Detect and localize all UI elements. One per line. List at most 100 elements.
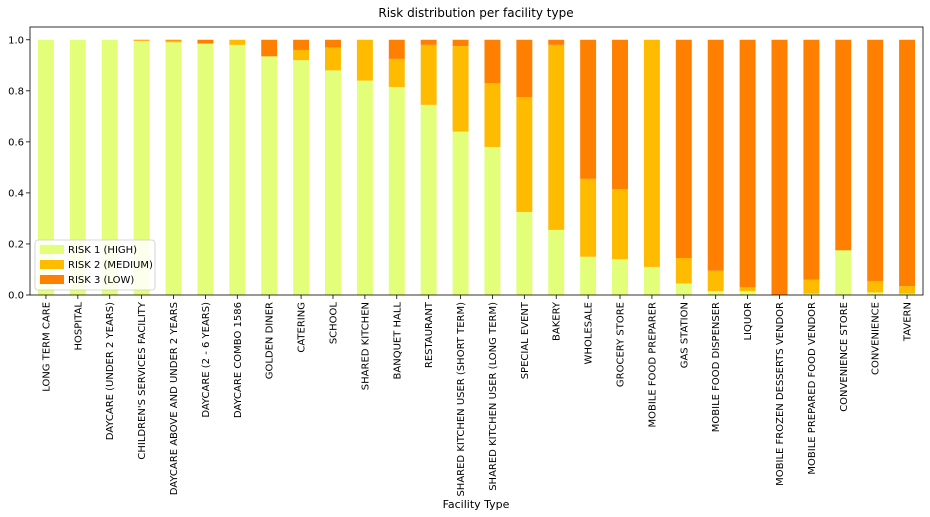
bar-segment-1 <box>548 229 565 295</box>
x-tick-label: WHOLESALE <box>584 302 595 364</box>
bar-segment-2 <box>420 44 437 105</box>
bar-segment-3 <box>388 39 405 59</box>
legend: RISK 1 (HIGH) RISK 2 (MEDIUM) RISK 3 (LOW) <box>34 239 156 291</box>
x-tick-label: RESTAURANT <box>424 301 435 368</box>
legend-box <box>34 239 156 291</box>
bar-segment-2 <box>388 58 405 87</box>
bar-segment-3 <box>771 39 788 296</box>
x-tick-label: DAYCARE COMBO 1586 <box>233 302 244 418</box>
x-tick-label: GROCERY STORE <box>616 302 627 387</box>
x-tick-label: MOBILE FOOD DISPENSER <box>711 302 722 432</box>
bar-segment-1 <box>229 44 246 296</box>
bar-segment-2 <box>707 270 724 292</box>
bar-segment-3 <box>452 39 469 47</box>
bar-segment-1 <box>197 43 214 296</box>
x-tick-label: SHARED KITCHEN <box>360 302 371 390</box>
x-tick-label: SHARED KITCHEN USER (LONG TERM) <box>488 302 499 491</box>
y-tick-label: 0.6 <box>8 137 24 148</box>
bar-segment-3 <box>197 39 214 44</box>
bar-segment-2 <box>484 83 501 147</box>
x-tick-label: MOBILE FOOD PREPARER <box>647 302 658 428</box>
bar-segment-3 <box>516 39 533 98</box>
x-tick-label: CATERING <box>297 302 308 353</box>
bar-segment-1 <box>420 104 437 295</box>
bar-segment-2 <box>356 39 373 81</box>
x-tick-label: TAVERN <box>903 302 914 342</box>
x-tick-label: GAS STATION <box>679 302 690 368</box>
bar-segment-1 <box>707 291 724 295</box>
x-tick-label: HOSPITAL <box>73 302 84 351</box>
x-tick-label: SCHOOL <box>328 302 339 345</box>
x-tick-label: DAYCARE (2 - 6 YEARS) <box>201 302 212 418</box>
x-tick-label: CHILDREN'S SERVICES FACILITY <box>137 301 148 459</box>
y-tick-label: 0.8 <box>8 86 24 97</box>
bar-segment-2 <box>325 47 341 71</box>
bar-segment-3 <box>739 39 756 288</box>
x-axis-title: Facility Type <box>443 498 510 511</box>
bar-segment-3 <box>803 39 820 280</box>
bar-segment-2 <box>133 40 150 42</box>
x-tick-label: BANQUET HALL <box>392 302 403 380</box>
bar-segment-1 <box>580 256 597 295</box>
bar-segment-2 <box>516 97 533 213</box>
bar-segment-1 <box>133 41 150 295</box>
bar-segment-2 <box>899 286 916 294</box>
bar-segment-1 <box>356 80 373 295</box>
bar-segment-2 <box>675 257 692 284</box>
bar-segment-3 <box>707 39 724 271</box>
y-tick-label: 0.4 <box>8 188 24 199</box>
x-tick-label: LONG TERM CARE <box>41 302 52 392</box>
x-tick-label: CONVENIENCE STORE <box>839 302 850 412</box>
bar-segment-1 <box>612 259 628 295</box>
bar-segment-1 <box>101 39 118 296</box>
bar-segment-3 <box>548 39 565 45</box>
bar-segment-3 <box>675 39 692 258</box>
bar-segment-3 <box>165 39 182 41</box>
bar-segment-1 <box>867 292 884 295</box>
bar-segment-3 <box>261 39 278 57</box>
chart-title: Risk distribution per facility type <box>378 6 573 20</box>
bar-segment-1 <box>293 60 310 296</box>
legend-swatch-3 <box>40 275 64 284</box>
bar-segment-3 <box>899 39 916 287</box>
bar-segment-1 <box>484 146 501 295</box>
x-tick-label: DAYCARE (UNDER 2 YEARS) <box>105 302 116 440</box>
bar-segment-1 <box>388 86 405 295</box>
bar-segment-1 <box>37 39 54 296</box>
bar-segment-2 <box>803 279 820 294</box>
bar-segment-1 <box>803 293 820 295</box>
bar-segment-2 <box>612 189 628 260</box>
bar-segment-1 <box>516 212 533 295</box>
bar-segment-2 <box>548 44 565 230</box>
bar-segment-2 <box>739 287 756 292</box>
bar-segment-3 <box>484 39 501 84</box>
bar-segment-3 <box>133 39 150 41</box>
legend-swatch-1 <box>40 245 64 254</box>
x-tick-label: GOLDEN DINER <box>265 302 276 379</box>
bar-segment-3 <box>612 39 628 190</box>
bar-segment-2 <box>643 39 660 267</box>
bar-segment-2 <box>867 280 884 293</box>
bar-segment-3 <box>867 39 884 281</box>
plot-frame <box>29 26 924 296</box>
x-tick-label: BAKERY <box>552 301 563 341</box>
x-tick-label: MOBILE PREPARED FOOD VENDOR <box>807 302 818 475</box>
bar-segment-3 <box>835 39 852 251</box>
x-tick-label: MOBILE FROZEN DESSERTS VENDOR <box>775 302 786 486</box>
x-tick-label: SHARED KITCHEN USER (SHORT TERM) <box>456 302 467 497</box>
bar-segment-3 <box>293 39 310 50</box>
bar-segment-2 <box>580 178 597 257</box>
bar-segment-2 <box>229 39 246 45</box>
y-tick-label: 0.2 <box>8 239 24 250</box>
bar-segment-2 <box>165 40 182 43</box>
x-tick-label: CONVENIENCE <box>871 302 882 375</box>
y-tick-label: 0.0 <box>8 291 24 302</box>
bar-segment-3 <box>325 39 341 48</box>
y-tick-label: 1.0 <box>8 35 24 46</box>
bar-segment-1 <box>643 266 660 295</box>
legend-label-3: RISK 3 (LOW) <box>68 275 134 286</box>
bar-segment-1 <box>452 131 469 295</box>
y-axis: 0.0 0.2 0.4 0.6 0.8 1.0 <box>8 35 30 302</box>
